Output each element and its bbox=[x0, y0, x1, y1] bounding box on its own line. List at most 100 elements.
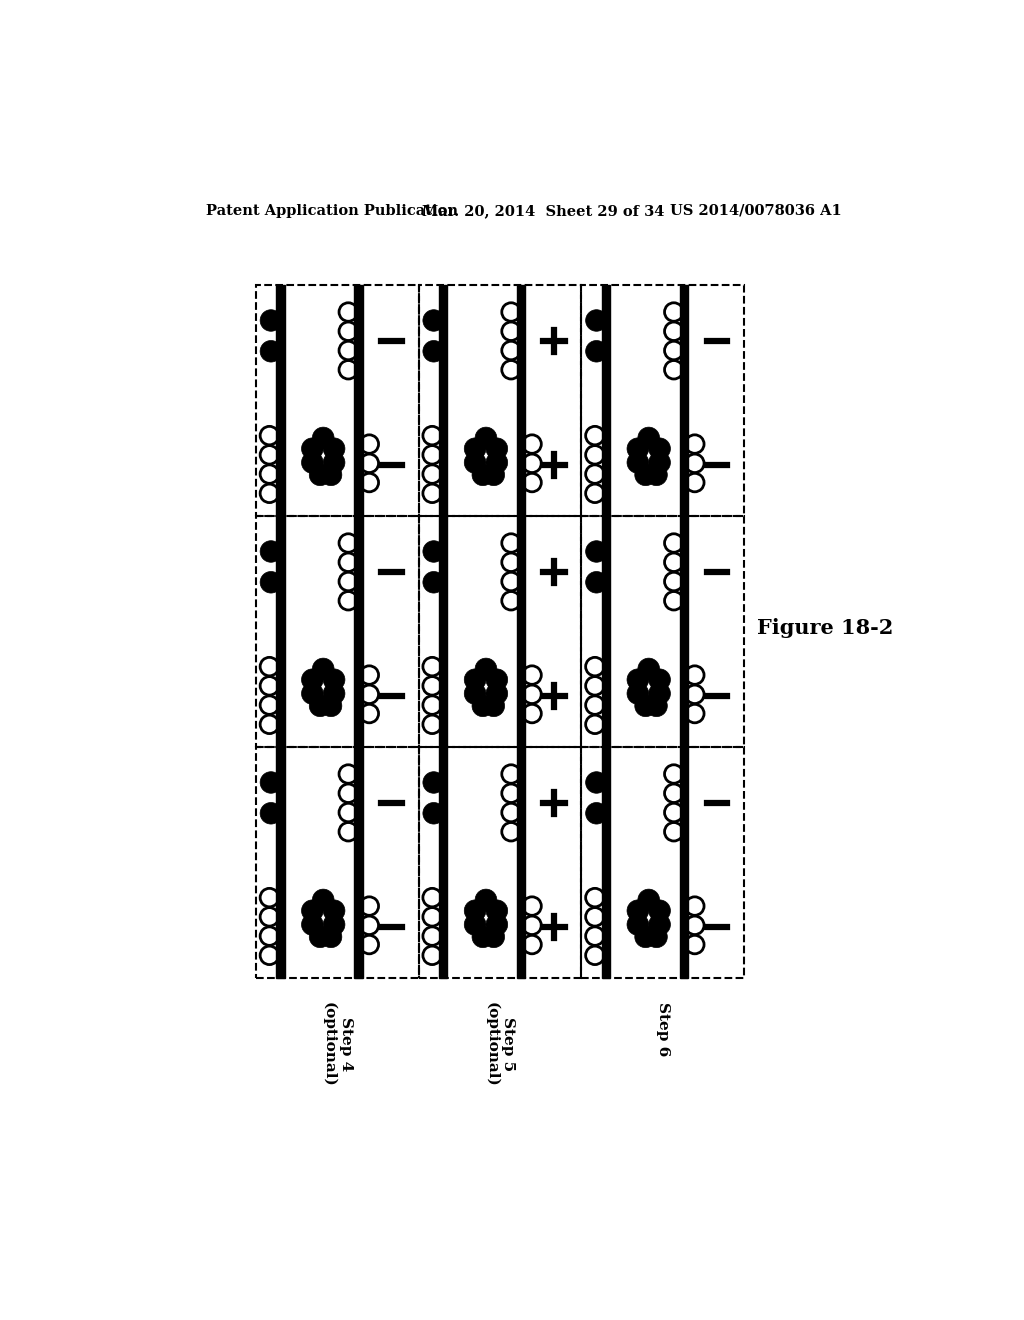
Circle shape bbox=[649, 438, 671, 459]
Text: US 2014/0078036 A1: US 2014/0078036 A1 bbox=[671, 203, 843, 218]
Circle shape bbox=[423, 572, 444, 593]
Circle shape bbox=[645, 927, 668, 948]
Circle shape bbox=[483, 696, 505, 717]
Bar bbox=[354, 516, 362, 747]
Circle shape bbox=[301, 451, 324, 474]
Bar bbox=[517, 516, 525, 747]
Bar bbox=[517, 285, 525, 516]
Circle shape bbox=[627, 669, 649, 690]
Circle shape bbox=[260, 803, 282, 824]
Bar bbox=[276, 285, 285, 516]
Circle shape bbox=[464, 900, 486, 921]
Bar bbox=[582, 516, 744, 747]
Circle shape bbox=[475, 890, 497, 911]
Circle shape bbox=[324, 900, 345, 921]
Circle shape bbox=[301, 900, 324, 921]
Circle shape bbox=[627, 451, 649, 474]
Circle shape bbox=[475, 659, 497, 680]
Bar bbox=[438, 747, 447, 978]
Circle shape bbox=[324, 669, 345, 690]
Circle shape bbox=[321, 696, 342, 717]
Text: Figure 18-2: Figure 18-2 bbox=[758, 618, 894, 638]
Circle shape bbox=[423, 803, 444, 824]
Bar bbox=[354, 747, 362, 978]
Bar bbox=[680, 747, 688, 978]
Circle shape bbox=[309, 696, 331, 717]
Circle shape bbox=[301, 682, 324, 705]
Circle shape bbox=[483, 927, 505, 948]
Bar bbox=[419, 285, 582, 516]
Circle shape bbox=[324, 913, 345, 936]
Bar bbox=[256, 285, 419, 516]
Circle shape bbox=[635, 696, 656, 717]
Bar bbox=[680, 285, 688, 516]
Circle shape bbox=[324, 451, 345, 474]
Circle shape bbox=[464, 669, 486, 690]
Circle shape bbox=[586, 310, 607, 331]
Circle shape bbox=[586, 803, 607, 824]
Circle shape bbox=[486, 669, 508, 690]
Bar bbox=[438, 516, 447, 747]
Circle shape bbox=[586, 572, 607, 593]
Circle shape bbox=[486, 438, 508, 459]
Circle shape bbox=[627, 682, 649, 705]
Bar bbox=[419, 747, 582, 978]
Circle shape bbox=[464, 438, 486, 459]
Bar bbox=[419, 516, 582, 747]
Circle shape bbox=[586, 341, 607, 362]
Bar bbox=[276, 516, 285, 747]
Circle shape bbox=[649, 669, 671, 690]
Circle shape bbox=[483, 465, 505, 486]
Bar bbox=[582, 285, 744, 516]
Circle shape bbox=[472, 696, 494, 717]
Text: Step 4
(optional): Step 4 (optional) bbox=[322, 1002, 352, 1086]
Text: Patent Application Publication: Patent Application Publication bbox=[206, 203, 458, 218]
Text: Mar. 20, 2014  Sheet 29 of 34: Mar. 20, 2014 Sheet 29 of 34 bbox=[423, 203, 665, 218]
Circle shape bbox=[472, 465, 494, 486]
Circle shape bbox=[312, 890, 334, 911]
Circle shape bbox=[472, 927, 494, 948]
Circle shape bbox=[464, 913, 486, 936]
Circle shape bbox=[423, 310, 444, 331]
Bar bbox=[438, 285, 447, 516]
Circle shape bbox=[486, 451, 508, 474]
Circle shape bbox=[649, 900, 671, 921]
Circle shape bbox=[260, 310, 282, 331]
Circle shape bbox=[635, 927, 656, 948]
Bar bbox=[601, 747, 610, 978]
Circle shape bbox=[586, 541, 607, 562]
Circle shape bbox=[309, 927, 331, 948]
Bar bbox=[517, 747, 525, 978]
Bar bbox=[601, 516, 610, 747]
Circle shape bbox=[645, 465, 668, 486]
Circle shape bbox=[464, 451, 486, 474]
Text: Step 6: Step 6 bbox=[655, 1002, 670, 1056]
Circle shape bbox=[260, 572, 282, 593]
Bar bbox=[354, 285, 362, 516]
Circle shape bbox=[464, 682, 486, 705]
Circle shape bbox=[645, 696, 668, 717]
Circle shape bbox=[649, 451, 671, 474]
Circle shape bbox=[312, 659, 334, 680]
Bar bbox=[582, 747, 744, 978]
Circle shape bbox=[321, 465, 342, 486]
Circle shape bbox=[638, 428, 659, 449]
Circle shape bbox=[423, 772, 444, 793]
Bar bbox=[256, 516, 419, 747]
Circle shape bbox=[586, 772, 607, 793]
Circle shape bbox=[627, 913, 649, 936]
Circle shape bbox=[649, 913, 671, 936]
Circle shape bbox=[260, 341, 282, 362]
Circle shape bbox=[260, 541, 282, 562]
Circle shape bbox=[627, 900, 649, 921]
Circle shape bbox=[475, 428, 497, 449]
Circle shape bbox=[635, 465, 656, 486]
Text: Step 5
(optional): Step 5 (optional) bbox=[484, 1002, 515, 1086]
Circle shape bbox=[638, 890, 659, 911]
Circle shape bbox=[638, 659, 659, 680]
Circle shape bbox=[321, 927, 342, 948]
Circle shape bbox=[301, 913, 324, 936]
Circle shape bbox=[627, 438, 649, 459]
Circle shape bbox=[486, 900, 508, 921]
Circle shape bbox=[486, 682, 508, 705]
